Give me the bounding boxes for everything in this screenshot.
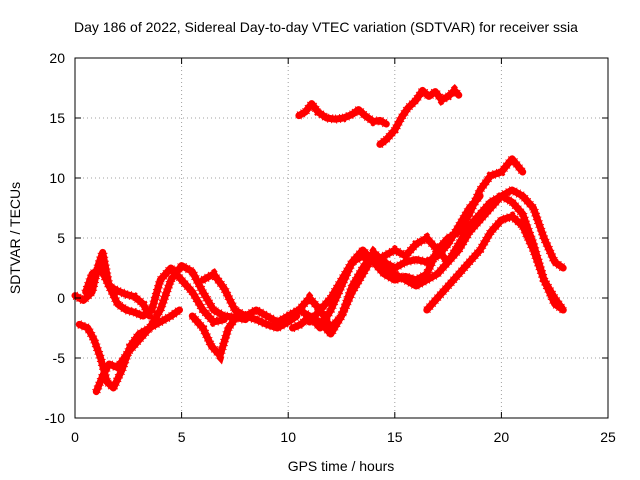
x-tick-label: 20 bbox=[494, 429, 510, 445]
y-tick-label: 15 bbox=[49, 110, 65, 126]
series-arc-4 bbox=[81, 261, 228, 327]
series-marker-trace bbox=[77, 306, 183, 396]
series-line bbox=[289, 155, 527, 338]
series-marker-trace bbox=[72, 235, 154, 319]
series-line bbox=[423, 212, 567, 314]
series-marker-trace bbox=[371, 190, 567, 313]
series-marker-trace bbox=[296, 96, 389, 128]
series-line bbox=[82, 264, 228, 326]
series-marker-trace bbox=[290, 151, 527, 342]
x-tick-label: 10 bbox=[280, 429, 296, 445]
y-tick-label: -10 bbox=[45, 410, 65, 426]
series-arc-11 bbox=[423, 211, 567, 314]
y-tick-label: 5 bbox=[57, 230, 65, 246]
y-tick-label: 0 bbox=[57, 290, 65, 306]
series-group bbox=[71, 83, 567, 396]
chart-title: Day 186 of 2022, Sidereal Day-to-day VTE… bbox=[74, 19, 578, 35]
grid bbox=[75, 58, 608, 418]
y-axis-title: SDTVAR / TECUs bbox=[7, 182, 23, 294]
y-tick-label: -5 bbox=[53, 350, 66, 366]
series-marker-trace bbox=[377, 83, 463, 148]
x-tick-label: 0 bbox=[71, 429, 79, 445]
series-arc-8 bbox=[289, 151, 527, 342]
axes-ticks: 0 5 10 15 20 25 -10 -5 0 5 10 15 20 bbox=[45, 50, 616, 445]
series-line bbox=[306, 186, 567, 326]
y-tick-label: 20 bbox=[49, 50, 65, 66]
series-line bbox=[92, 262, 250, 396]
series-arc-3 bbox=[92, 259, 250, 396]
x-tick-label: 5 bbox=[178, 429, 186, 445]
x-axis-title: GPS time / hours bbox=[288, 458, 395, 474]
x-tick-label: 25 bbox=[600, 429, 616, 445]
series-arc-9 bbox=[306, 184, 567, 326]
series-arc-12 bbox=[295, 96, 390, 128]
series-arc-2 bbox=[75, 306, 183, 396]
series-arc-13 bbox=[376, 83, 463, 148]
y-tick-label: 10 bbox=[49, 170, 65, 186]
x-tick-label: 15 bbox=[387, 429, 403, 445]
